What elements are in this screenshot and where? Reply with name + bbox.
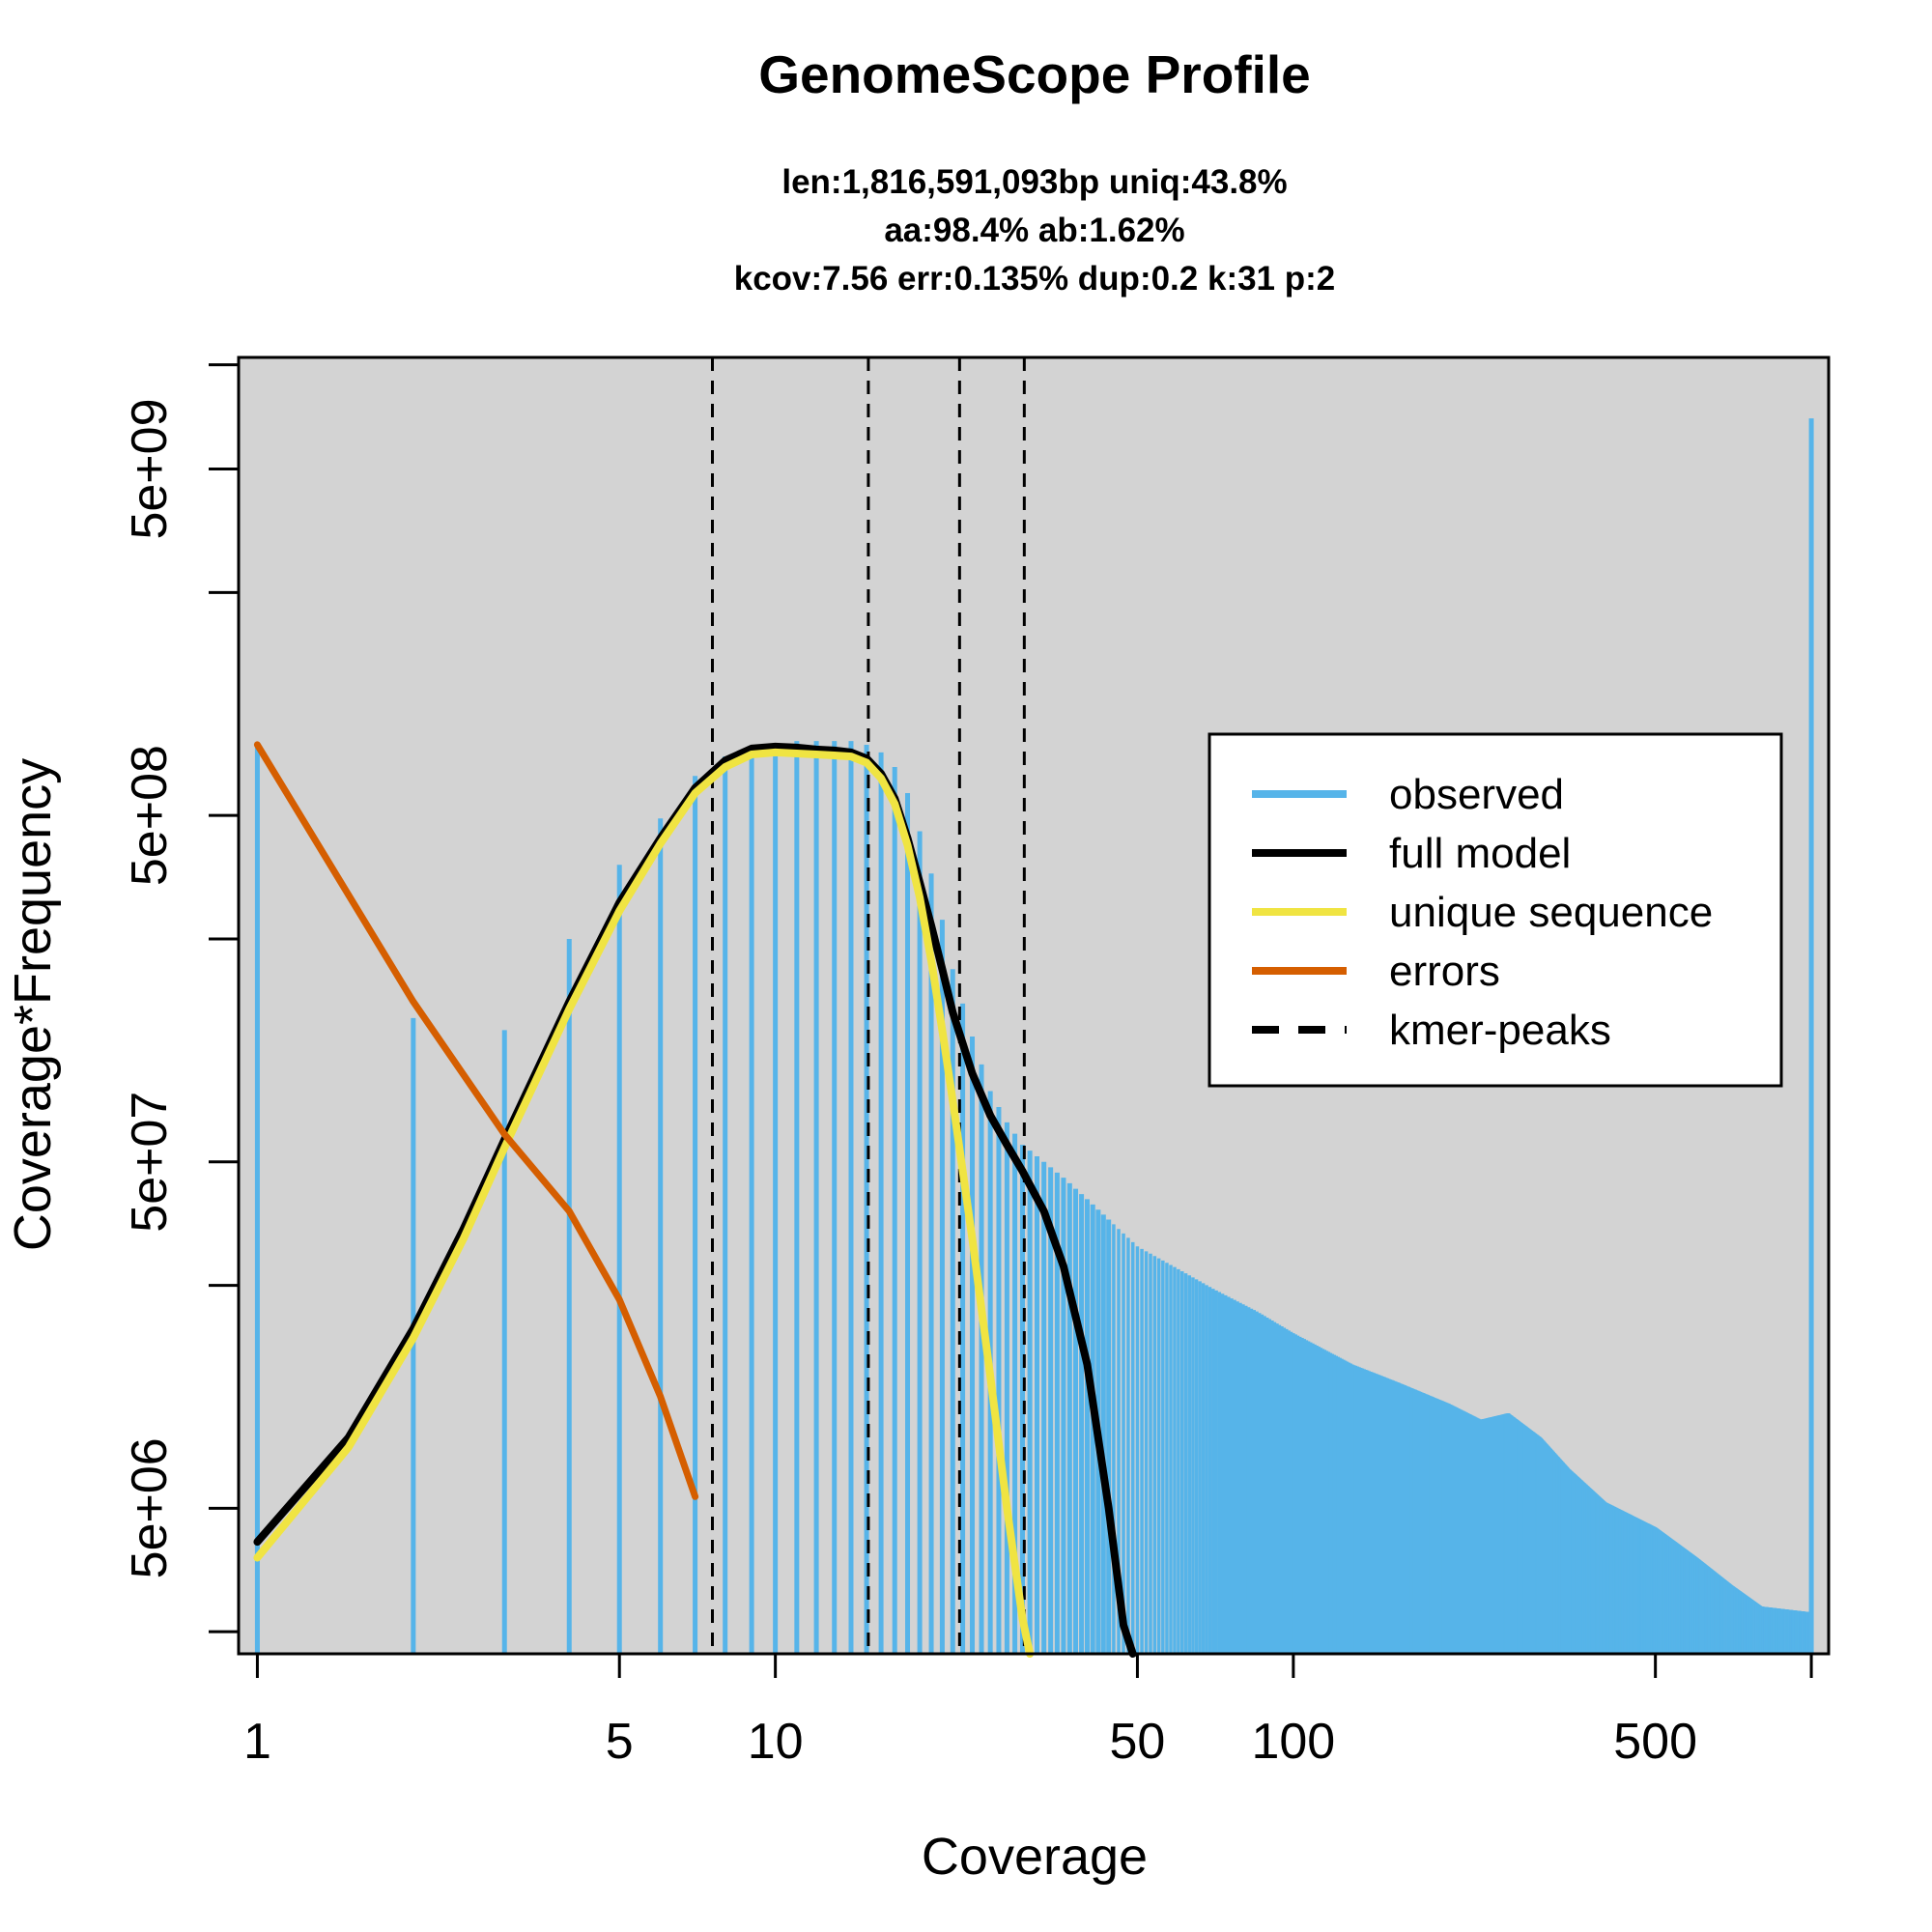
x-tick-label: 50 <box>1110 1714 1166 1770</box>
x-tick-label: 1 <box>243 1714 271 1770</box>
observed-bars <box>254 418 1814 1654</box>
errors-line <box>253 741 699 1500</box>
y-tick-label: 5e+07 <box>122 1092 178 1233</box>
y-axis-label: Coverage*Frequency <box>4 758 62 1251</box>
x-tick-label: 5 <box>606 1714 634 1770</box>
x-axis: 1 5 10 50 100 500 <box>243 1652 1813 1770</box>
y-tick-label: 5e+06 <box>122 1437 178 1578</box>
x-tick-label: 10 <box>748 1714 804 1770</box>
y-tick-label: 5e+08 <box>122 745 178 886</box>
legend-label: errors <box>1389 948 1500 995</box>
legend: observed full model unique sequence errors k… <box>1208 732 1783 1088</box>
chart-title: GenomeScope Profile <box>758 44 1311 104</box>
chart-subtitle-line-2: aa:98.4% ab:1.62% <box>884 212 1184 249</box>
unique-sequence-line <box>253 748 1035 1658</box>
y-tick-label: 5e+09 <box>122 398 178 539</box>
legend-label: unique sequence <box>1389 889 1713 936</box>
legend-label: observed <box>1389 771 1564 818</box>
x-tick-label: 100 <box>1251 1714 1335 1770</box>
legend-label: kmer-peaks <box>1389 1007 1611 1054</box>
y-axis: 5e+06 5e+07 5e+08 5e+09 <box>122 363 241 1634</box>
model-curves <box>253 741 1137 1658</box>
kmer-peak-lines <box>710 357 1026 1654</box>
legend-label: full model <box>1389 830 1571 877</box>
x-axis-label: Coverage <box>922 1828 1148 1886</box>
chart-subtitle-line-3: kcov:7.56 err:0.135% dup:0.2 k:31 p:2 <box>734 260 1336 298</box>
x-tick-label: 500 <box>1613 1714 1697 1770</box>
chart-subtitle-line-1: len:1,816,591,093bp uniq:43.8% <box>781 163 1287 201</box>
